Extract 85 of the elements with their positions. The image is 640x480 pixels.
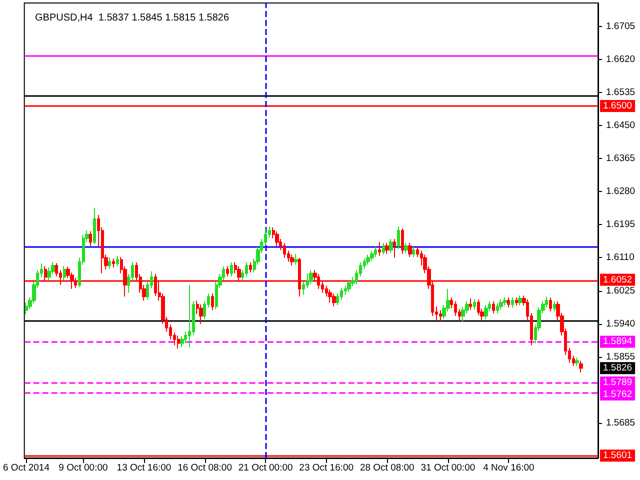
candlestick xyxy=(496,302,499,314)
y-tick-label: 1.6025 xyxy=(606,285,636,296)
candlestick xyxy=(188,284,191,348)
y-tick-label: 1.6705 xyxy=(606,20,636,32)
candlestick xyxy=(309,270,313,285)
candlestick xyxy=(93,207,96,245)
ref-line-label: 1.5601 xyxy=(603,450,632,462)
ref-line-label: 1.6052 xyxy=(603,274,632,286)
candlestick xyxy=(477,298,480,316)
text: 1.5826 xyxy=(603,362,632,374)
ref-line-label: 1.5894 xyxy=(603,336,632,348)
candlestick xyxy=(393,238,396,258)
candlestick xyxy=(112,258,115,268)
candlestick xyxy=(579,360,583,373)
candlestick xyxy=(328,289,332,303)
candlestick xyxy=(412,246,415,258)
candlestick xyxy=(397,226,400,250)
y-tick-label: 1.6110 xyxy=(606,252,634,264)
candlestick xyxy=(347,279,351,292)
candlestick xyxy=(89,230,92,247)
candlestick xyxy=(283,242,286,258)
y-tick-label: 1.6195 xyxy=(606,219,636,230)
y-tick-label: 1.5855 xyxy=(606,351,636,362)
candlestick xyxy=(484,304,488,320)
candlestick xyxy=(230,262,233,277)
x-tick-label: 13 Oct 16:00 xyxy=(116,462,172,474)
x-tick-label: 16 Oct 08:00 xyxy=(178,462,232,474)
candlestick xyxy=(439,310,442,322)
candlestick xyxy=(47,266,51,281)
candlestick xyxy=(553,300,556,312)
candlestick xyxy=(245,262,248,277)
x-tick-label: 4 Nov 16:00 xyxy=(483,462,534,474)
y-tick-label: 1.6450 xyxy=(606,120,636,131)
candlestick xyxy=(370,250,374,262)
candlestick xyxy=(518,294,522,306)
x-tick-label: 21 Oct 00:00 xyxy=(238,462,293,474)
candlestick xyxy=(332,293,336,307)
y-tick-label: 1.6280 xyxy=(606,186,636,198)
candlestick xyxy=(366,254,370,266)
y-tick-label: 1.5685 xyxy=(606,418,636,428)
candlestick xyxy=(511,296,514,308)
candlestick xyxy=(382,242,385,256)
candlestick xyxy=(374,246,377,258)
x-tick-label: 28 Oct 08:00 xyxy=(360,462,414,474)
candlestick xyxy=(389,238,393,254)
candlestick xyxy=(469,298,472,310)
y-tick-label: 1.6620 xyxy=(606,54,636,65)
candlestick xyxy=(492,300,495,314)
candlestick xyxy=(499,298,503,310)
y-tick-label: 1.5940 xyxy=(606,318,636,330)
candlestick xyxy=(180,336,184,348)
candlestick xyxy=(249,262,252,273)
x-tick-label: 6 Oct 2014 xyxy=(2,462,50,474)
candlestick xyxy=(116,255,119,267)
candlestick xyxy=(211,293,214,311)
candlestick xyxy=(401,228,404,254)
candlestick xyxy=(404,242,408,254)
candlestick xyxy=(378,242,381,256)
candlestick xyxy=(515,296,518,306)
candlestick xyxy=(290,254,294,266)
candlestick xyxy=(294,253,298,266)
candlestick xyxy=(199,304,203,324)
candlestick xyxy=(177,335,180,350)
text: GBPUSD,H4 1.5837 1.5845 1.5815 1.5826 xyxy=(35,12,230,24)
candlestick xyxy=(454,300,457,317)
candlestick xyxy=(25,302,28,315)
ref-line-label: 1.5762 xyxy=(603,389,632,400)
y-tick-label: 1.6535 xyxy=(606,86,636,98)
candlestick xyxy=(408,242,412,258)
x-tick-label: 31 Oct 00:00 xyxy=(420,462,476,474)
candlestick xyxy=(503,296,507,306)
candlestick xyxy=(575,357,579,366)
candlestick xyxy=(549,296,552,312)
candlestick xyxy=(507,296,510,308)
candlestick xyxy=(385,242,389,254)
candlestick xyxy=(275,230,279,247)
ref-line-label: 1.6500 xyxy=(603,100,632,112)
x-tick-label: 23 Oct 16:00 xyxy=(299,462,354,474)
ref-line-label: 1.5789 xyxy=(603,377,632,388)
y-tick-label: 1.6365 xyxy=(606,153,636,164)
candlestick xyxy=(473,298,476,310)
x-tick-label: 9 Oct 00:00 xyxy=(58,462,108,474)
candlestick xyxy=(63,266,66,281)
candlestick xyxy=(108,257,111,270)
candlestick xyxy=(226,266,229,277)
